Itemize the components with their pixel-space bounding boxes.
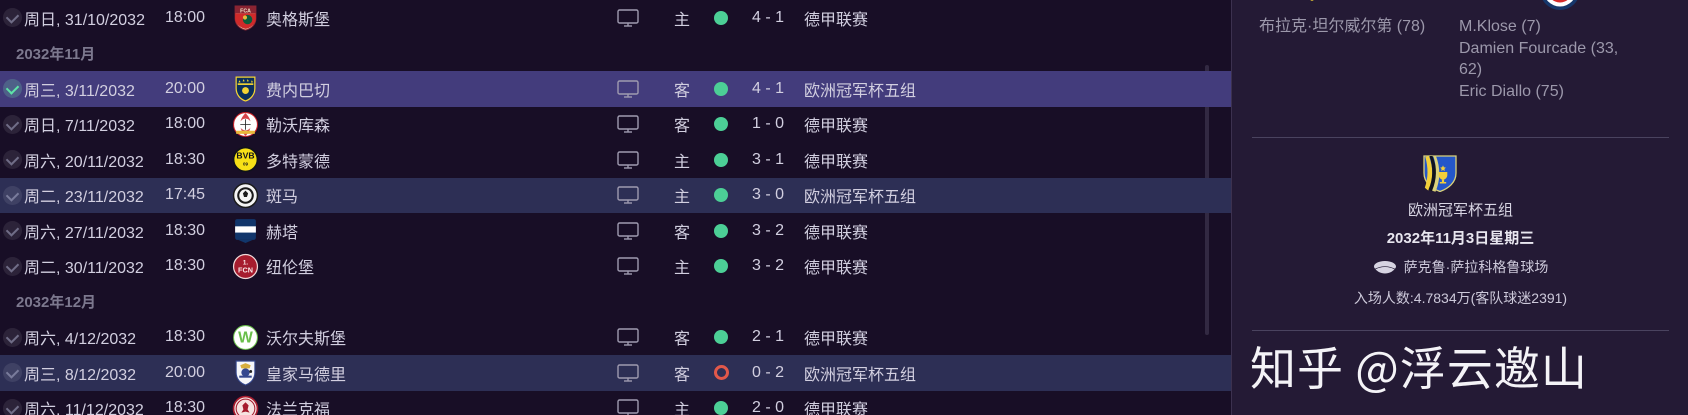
svg-text:W: W <box>238 329 253 346</box>
svg-text:09: 09 <box>243 162 248 167</box>
svg-text:BVB: BVB <box>236 151 254 161</box>
svg-text:FCN: FCN <box>238 265 253 274</box>
